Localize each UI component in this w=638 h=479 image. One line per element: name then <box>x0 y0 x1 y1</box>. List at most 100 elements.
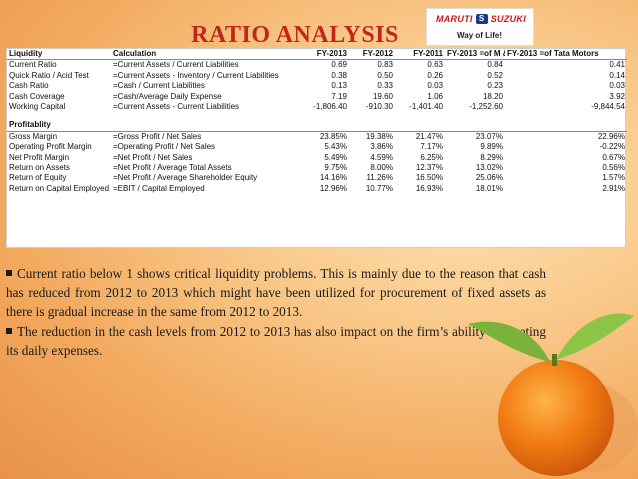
liquidity-heading: Liquidity <box>7 49 111 61</box>
cell-mm: 13.02% <box>475 163 503 173</box>
cell-mm: 0.23 <box>487 81 503 91</box>
cell-mm <box>445 112 505 120</box>
bullet-text: Current ratio below 1 shows critical liq… <box>6 266 546 320</box>
cell-fy2012: 10.77% <box>365 183 393 193</box>
cell-fy2011: 6.25% <box>420 152 443 162</box>
liquidity-header-row: Liquidity Calculation FY-2013 FY-2012 FY… <box>7 49 627 61</box>
orange-fruit-icon <box>468 313 638 476</box>
spacer-row <box>7 112 627 120</box>
cell-mm: -1,252.60 <box>469 102 503 112</box>
cell-tata: 1.57% <box>602 173 625 183</box>
cell-fy2013 <box>301 112 349 120</box>
maruti-suzuki-logo: MARUTI S SUZUKI Way of Life! <box>426 8 534 46</box>
fy2012-heading: FY-2012 <box>349 49 395 61</box>
cell-calculation: =Cash/Average Daily Expense <box>113 91 222 101</box>
cell-tata: -0.22% <box>599 142 625 152</box>
suzuki-s-icon: S <box>475 14 488 24</box>
cell-calculation: =Gross Profit / Net Sales <box>113 131 202 141</box>
logo-tagline: Way of Life! <box>457 31 503 40</box>
table-row: Return on Assets =Net Profit / Average To… <box>7 163 627 173</box>
cell-fy2011: 12.37% <box>415 163 443 173</box>
table-row: Return on Capital Employed =EBIT / Capita… <box>7 184 627 194</box>
cell-fy2012: 8.00% <box>370 163 393 173</box>
table-row: Cash Ratio =Cash / Current Liabilities 0.1… <box>7 81 627 91</box>
cell-calculation: =EBIT / Capital Employed <box>113 183 205 193</box>
cell-fy2013: 12.96% <box>319 183 347 193</box>
cell-fy2011: 21.47% <box>415 131 443 141</box>
logo-brand-left: MARUTI <box>435 14 473 24</box>
cell-metric: Operating Profit Margin <box>9 142 92 152</box>
bullet-square-icon <box>6 327 12 334</box>
cell-fy2013: 5.49% <box>324 152 347 162</box>
cell-fy2011: 1.06 <box>427 91 443 101</box>
cell-metric: Current Ratio <box>9 60 57 70</box>
calculation-heading: Calculation <box>111 49 301 61</box>
cell-tata: 0.41 <box>609 60 625 70</box>
cell-tata: 0.03 <box>609 81 625 91</box>
cell-fy2012 <box>349 112 395 120</box>
cell-calculation: =Current Assets - Inventory / Current Li… <box>113 70 279 80</box>
cell-mm: 9.89% <box>480 142 503 152</box>
cell-calculation: =Net Profit / Average Total Assets <box>113 163 232 173</box>
bullet-item: The reduction in the cash levels from 20… <box>6 322 546 360</box>
cell-fy2012: 3.86% <box>370 142 393 152</box>
bullet-text: The reduction in the cash levels from 20… <box>6 323 546 358</box>
cell-mm: 0.84 <box>487 60 503 70</box>
fy2013-heading: FY-2013 <box>301 49 349 61</box>
cell-fy2011: 0.03 <box>427 81 443 91</box>
table-row: Current Ratio =Current Assets / Current L… <box>7 60 627 71</box>
cell-tata: 22.96% <box>597 131 625 141</box>
bullet-item: Current ratio below 1 shows critical liq… <box>6 264 546 322</box>
table-row: Cash Coverage =Cash/Average Daily Expense… <box>7 92 627 102</box>
cell-fy2013: 0.13 <box>331 81 347 91</box>
cell-calculation: =Cash / Current Liabilities <box>113 81 205 91</box>
cell-fy2013: -1,806.40 <box>313 102 347 112</box>
fy2011-heading: FY-2011 <box>395 49 445 61</box>
cell-metric: Gross Margin <box>9 131 58 141</box>
slide-title: RATIO ANALYSIS <box>191 22 399 48</box>
cell-fy2012: 0.33 <box>377 81 393 91</box>
bullet-square-icon <box>6 270 12 276</box>
cell-tata: 0.14 <box>609 70 625 80</box>
cell-calculation: =Current Assets - Current Liabilities <box>113 102 240 112</box>
cell-fy2012: 19.60 <box>372 91 393 101</box>
cell-mm: 18.20 <box>482 91 503 101</box>
logo-brand-right: SUZUKI <box>490 14 527 24</box>
mm-heading: FY-2013 =of M & M <box>445 49 505 61</box>
cell-fy2011: 7.17% <box>420 142 443 152</box>
cell-metric: Cash Coverage <box>9 91 65 101</box>
cell-fy2013: 0.69 <box>331 60 347 70</box>
cell-tata: 0.56% <box>602 163 625 173</box>
cell-calculation: =Current Assets / Current Liabilities <box>113 60 239 70</box>
cell-fy2011 <box>395 112 445 120</box>
cell-tata: 3.92 <box>609 91 625 101</box>
profitability-header-row: Profitablity <box>7 120 627 132</box>
cell-calculation: =Net Profit / Net Sales <box>113 152 193 162</box>
cell-metric: Net Profit Margin <box>9 152 70 162</box>
cell-metric: Working Capital <box>9 102 66 112</box>
cell-fy2012: 0.50 <box>377 70 393 80</box>
table-row: Quick Ratio / Acid Test =Current Assets -… <box>7 71 627 81</box>
cell-metric <box>7 112 111 120</box>
cell-calculation: =Operating Profit / Net Sales <box>113 142 216 152</box>
cell-fy2012: -910.30 <box>365 102 393 112</box>
cell-fy2013: 14.16% <box>319 173 347 183</box>
cell-fy2013: 0.38 <box>331 70 347 80</box>
ratio-table: Liquidity Calculation FY-2013 FY-2012 FY… <box>6 48 627 248</box>
cell-fy2011: 0.63 <box>427 60 443 70</box>
tata-heading: FY-2013 =of Tata Motors <box>505 49 627 61</box>
cell-calculation: =Net Profit / Average Shareholder Equity <box>113 173 258 183</box>
cell-fy2012: 4.59% <box>370 152 393 162</box>
cell-mm: 23.07% <box>475 131 503 141</box>
cell-tata <box>505 112 627 120</box>
cell-tata: 2.91% <box>602 183 625 193</box>
table-row: Gross Margin =Gross Profit / Net Sales 23.… <box>7 131 627 142</box>
cell-metric: Return on Capital Employed <box>9 183 110 193</box>
cell-calculation <box>111 112 301 120</box>
cell-fy2013: 7.19 <box>331 91 347 101</box>
cell-metric: Quick Ratio / Acid Test <box>9 70 89 80</box>
profitability-heading: Profitablity <box>7 120 627 132</box>
cell-fy2011: -1,401.40 <box>409 102 443 112</box>
commentary: Current ratio below 1 shows critical liq… <box>6 264 546 360</box>
